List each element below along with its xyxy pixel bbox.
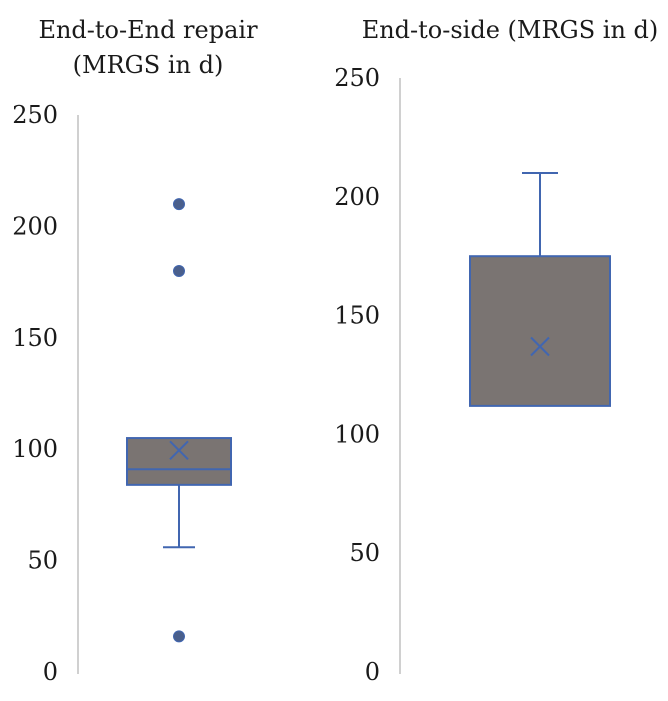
box-plot-marks	[126, 198, 232, 643]
y-tick-label: 200	[334, 183, 380, 211]
outlier-point	[173, 630, 185, 643]
y-tick-label: 150	[12, 324, 58, 352]
outlier-point	[173, 264, 185, 277]
panel-title-line-2: (MRGS in d)	[73, 51, 224, 79]
y-tick-label: 50	[349, 539, 380, 567]
y-tick-label: 200	[12, 212, 58, 240]
box-plot-marks	[469, 172, 611, 407]
y-tick-label: 0	[365, 658, 380, 686]
mean-marker	[530, 336, 550, 357]
y-tick-label: 150	[334, 302, 380, 330]
panel-title-line-1: End-to-side (MRGS in d)	[362, 16, 659, 44]
outlier-point	[173, 198, 185, 211]
y-tick-label: 250	[12, 101, 58, 129]
panel-end-to-end: End-to-End repair (MRGS in d) 0 50 100 150 2…	[12, 16, 258, 686]
y-axis: 0 50 100 150 200 250	[334, 64, 401, 686]
panel-end-to-side: End-to-side (MRGS in d) 0 50 100 150 200 250	[334, 16, 658, 686]
y-tick-label: 100	[334, 420, 380, 448]
mean-marker	[169, 440, 189, 461]
iqr-box	[126, 437, 232, 486]
y-tick-label: 100	[12, 435, 58, 463]
y-tick-label: 0	[43, 658, 58, 686]
iqr-box	[469, 255, 611, 407]
y-axis: 0 50 100 150 200 250	[12, 101, 79, 686]
y-tick-label: 250	[334, 64, 380, 92]
panel-title-line-1: End-to-End repair	[38, 16, 258, 44]
y-tick-label: 50	[27, 547, 58, 575]
